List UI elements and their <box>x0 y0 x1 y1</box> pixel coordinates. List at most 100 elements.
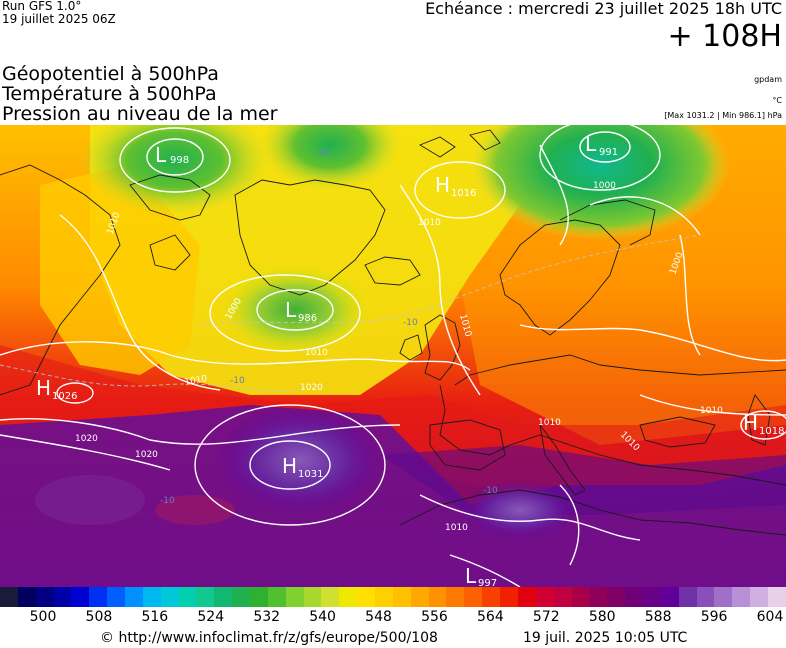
color-swatch <box>250 587 268 607</box>
color-swatch <box>214 587 233 607</box>
color-scale-tick: 580 <box>588 609 616 625</box>
color-swatch <box>392 587 411 607</box>
color-swatch <box>517 587 536 607</box>
color-swatch <box>428 587 447 607</box>
color-swatch <box>35 587 54 607</box>
svg-text:998: 998 <box>170 155 189 166</box>
color-scale-tick: 516 <box>141 609 169 625</box>
lead-time: + 108H <box>667 19 783 54</box>
color-swatch <box>642 587 661 607</box>
color-swatch <box>71 587 90 607</box>
svg-text:H: H <box>282 454 297 478</box>
color-scale-tick: 500 <box>29 609 57 625</box>
isotherm-label: -10 <box>403 318 418 328</box>
isotherm-label: -10 <box>315 148 330 158</box>
isobar-label: 1020 <box>75 434 98 444</box>
svg-text:L: L <box>585 132 597 156</box>
pressure-centers: L 998 L 991 H 1016 L 986 H 1026 H 1031 H… <box>36 132 784 587</box>
svg-text:L: L <box>285 298 297 322</box>
color-scale-tick: 588 <box>644 609 672 625</box>
high-center-1016: H 1016 <box>435 173 476 199</box>
color-swatch <box>571 587 590 607</box>
svg-text:1016: 1016 <box>451 188 476 199</box>
svg-text:991: 991 <box>599 147 618 158</box>
color-scale-tick: 548 <box>365 609 392 625</box>
color-scale-ticks: 500 508 516 524 532 540 548 556 564 572 580 588 596 6… <box>0 609 786 627</box>
color-swatch <box>267 587 286 607</box>
low-center-991: L 991 <box>585 132 618 158</box>
generated-timestamp: 19 juil. 2025 10:05 UTC <box>523 630 688 646</box>
color-scale-tick: 524 <box>197 609 225 625</box>
high-center-1026: H 1026 <box>36 376 77 402</box>
isobar-label: 1020 <box>300 383 323 393</box>
svg-text:L: L <box>155 143 167 167</box>
svg-text:1018: 1018 <box>759 426 784 437</box>
svg-text:L: L <box>465 564 477 587</box>
isobar-label: 1010 <box>305 348 328 358</box>
isobar-label: 1020 <box>135 450 158 460</box>
high-center-1031: H 1031 <box>282 454 323 480</box>
unit-celsius: °C <box>772 96 782 105</box>
svg-text:986: 986 <box>298 313 317 324</box>
color-swatch <box>125 587 143 607</box>
color-swatch <box>714 587 733 607</box>
color-swatch <box>660 587 679 607</box>
color-swatch <box>357 587 376 607</box>
isobar-label: 1010 <box>700 406 723 416</box>
color-scale <box>0 587 786 607</box>
color-swatch <box>89 587 108 607</box>
color-swatch <box>696 587 715 607</box>
color-swatch <box>589 587 608 607</box>
color-swatch <box>142 587 161 607</box>
color-swatch <box>464 587 483 607</box>
low-center-986: L 986 <box>285 298 317 324</box>
color-scale-tick: 604 <box>756 609 784 625</box>
low-center-997: L 997 <box>465 564 497 587</box>
color-swatch <box>553 587 572 607</box>
color-swatch <box>285 587 304 607</box>
isotherm-label: -10 <box>483 486 498 496</box>
color-swatch <box>482 587 501 607</box>
temperature-labels: -10 -10 -10 -10 -10 <box>160 148 498 506</box>
color-swatch <box>160 587 179 607</box>
isobar-label: 1010 <box>538 418 561 428</box>
color-scale-tick: 596 <box>700 609 728 625</box>
source-link[interactable]: © http://www.infoclimat.fr/z/gfs/europe/… <box>100 630 438 646</box>
legend-pressure: Pression au niveau de la mer <box>2 103 278 125</box>
pressure-range: [Max 1031.2 | Min 986.1] hPa <box>664 111 782 120</box>
weather-map: L 998 L 991 H 1016 L 986 H 1026 H 1031 H… <box>0 125 786 587</box>
color-swatch <box>178 587 197 607</box>
isobar-label: 1010 <box>418 218 441 228</box>
isobar-label: 1010 <box>184 374 209 388</box>
legend-temperature: Température à 500hPa <box>2 83 217 105</box>
color-swatch <box>446 587 465 607</box>
isobar-label: 1000 <box>593 181 616 191</box>
run-date: 19 juillet 2025 06Z <box>2 12 116 26</box>
color-swatch <box>339 587 358 607</box>
coastlines <box>0 129 786 536</box>
svg-text:H: H <box>36 376 51 400</box>
color-scale-tick: 564 <box>477 609 504 625</box>
color-swatch <box>732 587 751 607</box>
color-swatch <box>767 587 786 607</box>
color-swatch <box>625 587 643 607</box>
run-label: Run GFS 1.0° <box>2 0 82 13</box>
color-scale-tick: 540 <box>309 609 336 625</box>
unit-gpdam: gpdam <box>754 75 782 84</box>
high-center-1018: H 1018 <box>743 411 784 437</box>
color-swatch <box>750 587 768 607</box>
isotherm-dashed <box>0 234 701 392</box>
low-center-998: L 998 <box>155 143 189 167</box>
color-swatch <box>375 587 393 607</box>
color-swatch <box>303 587 322 607</box>
color-swatch <box>321 587 340 607</box>
svg-text:1031: 1031 <box>298 469 323 480</box>
svg-text:997: 997 <box>478 578 497 587</box>
isotherm-label: -10 <box>230 376 245 386</box>
color-swatch <box>410 587 429 607</box>
svg-text:H: H <box>435 173 450 197</box>
color-swatch <box>17 587 36 607</box>
color-scale-tick: 508 <box>85 609 113 625</box>
isobars <box>0 125 786 587</box>
valid-time: Echéance : mercredi 23 juillet 2025 18h … <box>425 0 782 18</box>
